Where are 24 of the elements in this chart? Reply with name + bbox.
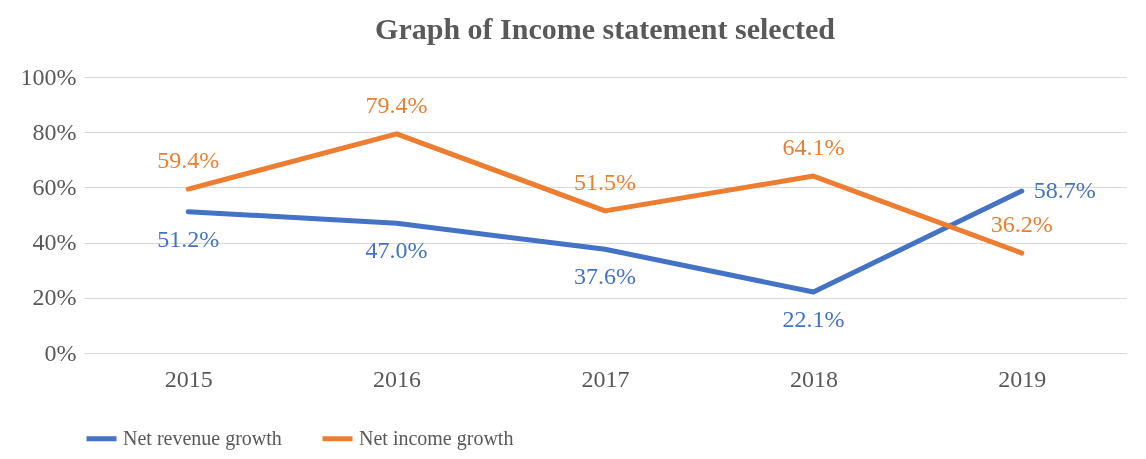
legend-label: Net income growth — [359, 426, 514, 450]
legend-label: Net revenue growth — [123, 426, 282, 450]
y-tick-label: 20% — [32, 284, 77, 311]
chart-title: Graph of Income statement selected — [375, 12, 836, 45]
y-tick-label: 40% — [32, 229, 77, 256]
x-tick-label: 2017 — [581, 365, 630, 392]
data-label: 79.4% — [365, 91, 428, 118]
x-tick-label: 2019 — [998, 365, 1047, 392]
x-tick-label: 2015 — [164, 365, 213, 392]
x-tick-label: 2018 — [789, 365, 838, 392]
data-label: 64.1% — [782, 134, 845, 161]
data-label: 58.7% — [1033, 176, 1096, 203]
data-label: 37.6% — [574, 263, 636, 290]
y-tick-label: 80% — [32, 118, 77, 145]
data-label: 22.1% — [782, 306, 845, 332]
data-label: 47.0% — [365, 237, 428, 264]
x-tick-label: 2016 — [373, 365, 422, 392]
data-label: 51.5% — [574, 168, 636, 195]
data-label: 36.2% — [990, 211, 1053, 238]
data-label: 59.4% — [157, 147, 220, 174]
y-tick-label: 60% — [32, 173, 77, 200]
data-label: 51.2% — [157, 225, 220, 252]
y-tick-label: 100% — [20, 63, 77, 90]
y-tick-label: 0% — [44, 339, 77, 366]
